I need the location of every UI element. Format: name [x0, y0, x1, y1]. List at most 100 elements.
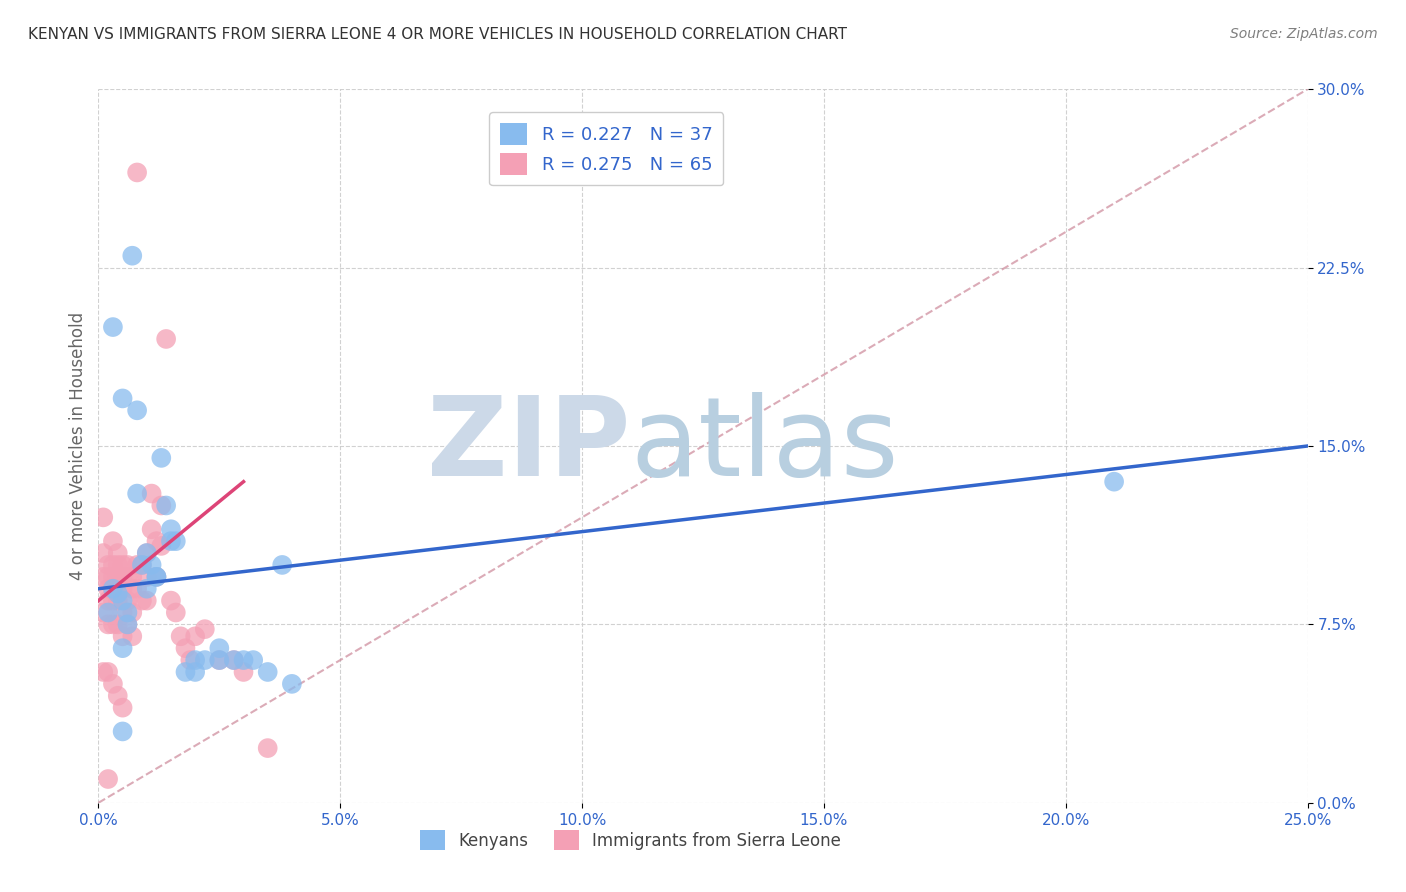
Point — [232, 653, 254, 667]
Point — [91, 510, 114, 524]
Point — [194, 653, 217, 667]
Point — [121, 606, 143, 620]
Point — [91, 570, 114, 584]
Point — [127, 403, 149, 417]
Text: Source: ZipAtlas.com: Source: ZipAtlas.com — [1230, 27, 1378, 41]
Point — [141, 558, 163, 572]
Point — [111, 570, 134, 584]
Point — [111, 700, 134, 714]
Point — [111, 558, 134, 572]
Point — [127, 582, 149, 596]
Point — [107, 570, 129, 584]
Point — [208, 653, 231, 667]
Point — [101, 570, 124, 584]
Point — [135, 546, 157, 560]
Point — [127, 558, 149, 572]
Point — [97, 606, 120, 620]
Point — [281, 677, 304, 691]
Point — [271, 558, 294, 572]
Point — [155, 499, 177, 513]
Point — [101, 582, 124, 596]
Point — [111, 629, 134, 643]
Point — [184, 629, 207, 643]
Point — [165, 606, 187, 620]
Point — [135, 582, 157, 596]
Point — [127, 165, 149, 179]
Point — [91, 606, 114, 620]
Point — [145, 570, 167, 584]
Point — [131, 593, 153, 607]
Point — [179, 653, 201, 667]
Point — [97, 772, 120, 786]
Point — [160, 534, 183, 549]
Point — [145, 570, 167, 584]
Point — [117, 593, 139, 607]
Point — [97, 582, 120, 596]
Point — [169, 629, 191, 643]
Point — [107, 558, 129, 572]
Point — [256, 665, 278, 679]
Point — [101, 593, 124, 607]
Point — [101, 677, 124, 691]
Text: ZIP: ZIP — [427, 392, 630, 500]
Point — [160, 593, 183, 607]
Point — [101, 534, 124, 549]
Point — [208, 653, 231, 667]
Point — [1102, 475, 1125, 489]
Point — [135, 570, 157, 584]
Point — [165, 534, 187, 549]
Point — [145, 534, 167, 549]
Point — [160, 522, 183, 536]
Point — [145, 570, 167, 584]
Point — [208, 641, 231, 656]
Point — [97, 617, 120, 632]
Point — [117, 617, 139, 632]
Point — [131, 558, 153, 572]
Point — [91, 665, 114, 679]
Point — [117, 617, 139, 632]
Point — [174, 641, 197, 656]
Point — [242, 653, 264, 667]
Point — [91, 546, 114, 560]
Point — [135, 593, 157, 607]
Point — [256, 741, 278, 756]
Point — [184, 653, 207, 667]
Point — [97, 570, 120, 584]
Point — [150, 450, 173, 465]
Point — [97, 665, 120, 679]
Point — [107, 593, 129, 607]
Point — [121, 570, 143, 584]
Text: KENYAN VS IMMIGRANTS FROM SIERRA LEONE 4 OR MORE VEHICLES IN HOUSEHOLD CORRELATI: KENYAN VS IMMIGRANTS FROM SIERRA LEONE 4… — [28, 27, 848, 42]
Point — [127, 486, 149, 500]
Point — [111, 606, 134, 620]
Point — [117, 558, 139, 572]
Point — [111, 392, 134, 406]
Point — [150, 539, 173, 553]
Point — [131, 558, 153, 572]
Point — [135, 546, 157, 560]
Point — [184, 665, 207, 679]
Point — [97, 593, 120, 607]
Point — [101, 582, 124, 596]
Point — [232, 665, 254, 679]
Point — [194, 622, 217, 636]
Point — [107, 586, 129, 600]
Point — [101, 617, 124, 632]
Point — [121, 629, 143, 643]
Point — [141, 486, 163, 500]
Legend: Kenyans, Immigrants from Sierra Leone: Kenyans, Immigrants from Sierra Leone — [412, 822, 849, 859]
Point — [97, 558, 120, 572]
Point — [111, 582, 134, 596]
Point — [107, 546, 129, 560]
Y-axis label: 4 or more Vehicles in Household: 4 or more Vehicles in Household — [69, 312, 87, 580]
Point — [150, 499, 173, 513]
Point — [121, 582, 143, 596]
Text: atlas: atlas — [630, 392, 898, 500]
Point — [107, 617, 129, 632]
Point — [121, 249, 143, 263]
Point — [141, 522, 163, 536]
Point — [222, 653, 245, 667]
Point — [107, 689, 129, 703]
Point — [101, 320, 124, 334]
Point — [117, 570, 139, 584]
